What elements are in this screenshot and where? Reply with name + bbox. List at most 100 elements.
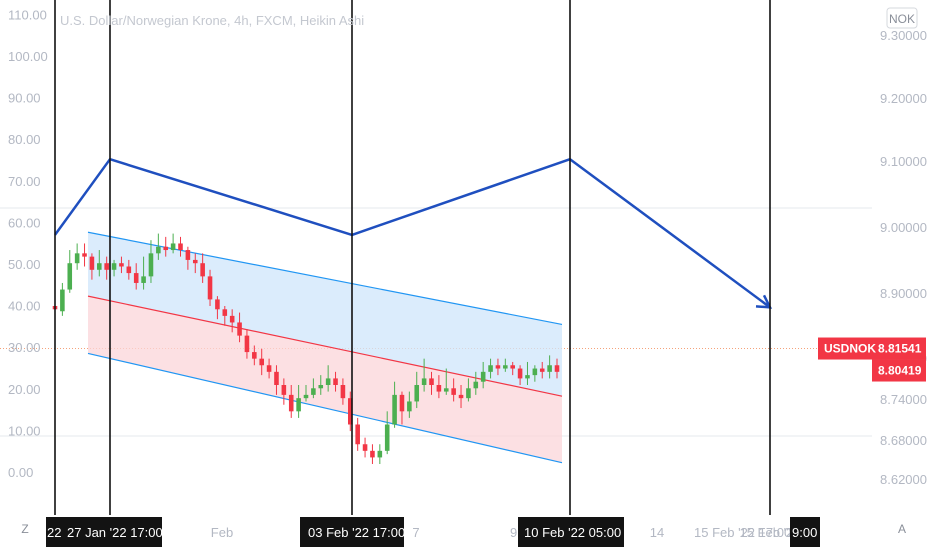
auto-scale-icon[interactable]: A: [898, 522, 906, 536]
left-axis-tick: 70.00: [8, 174, 41, 189]
candle: [488, 358, 493, 379]
candle: [215, 296, 220, 320]
candle: [60, 282, 65, 316]
candle: [133, 263, 139, 290]
left-axis-tick: 0.00: [8, 465, 33, 480]
time-marker-label: 15 Feb '22 17:00: [694, 525, 791, 540]
time-axis[interactable]: 27 Jan '22Feb03 Feb '22710 Feb '221415 F…: [46, 517, 820, 547]
candle: [82, 243, 87, 267]
candle: [458, 384, 464, 409]
vertical-lines: [54, 0, 771, 515]
time-marker-label: 03 Feb '22 17:00: [300, 517, 405, 547]
right-axis-tick: 8.90000: [880, 286, 927, 301]
candle: [244, 329, 250, 359]
svg-text:10 Feb '22 05:00: 10 Feb '22 05:00: [524, 525, 621, 540]
candle: [554, 358, 560, 379]
right-axis-tick: 9.20000: [880, 91, 927, 106]
candle: [392, 381, 397, 428]
time-axis-tick: 14: [650, 525, 664, 540]
left-axis-tick: 90.00: [8, 91, 41, 106]
time-marker-label: 22: [46, 517, 62, 547]
time-axis-tick: Feb: [211, 525, 233, 540]
candle: [97, 250, 102, 277]
candle: [163, 236, 169, 257]
left-axis-tick: 20.00: [8, 382, 41, 397]
candle: [377, 444, 383, 464]
candle: [539, 361, 545, 379]
time-axis-tick: 7: [412, 525, 419, 540]
candle: [318, 375, 324, 395]
candle: [348, 391, 353, 432]
candle: [148, 240, 154, 283]
candle: [510, 361, 515, 376]
candle: [451, 378, 456, 402]
candle: [362, 437, 368, 458]
svg-text:22: 22: [47, 525, 61, 540]
time-marker-label: 9:00: [790, 517, 820, 547]
candle: [74, 243, 80, 270]
candle: [266, 358, 272, 379]
candle: [229, 309, 235, 333]
time-marker-label: 9: [510, 525, 517, 540]
candle: [281, 378, 287, 405]
candle: [237, 312, 242, 343]
currency-label: NOK: [889, 12, 915, 26]
candle: [414, 371, 420, 409]
price-badges: USDNOK 8.81541 8.80419: [818, 337, 926, 382]
symbol-label: USDNOK: [824, 342, 876, 356]
candle: [421, 358, 427, 392]
chart-title: U.S. Dollar/Norwegian Krone, 4h, FXCM, H…: [60, 13, 364, 28]
candles: [52, 233, 560, 464]
right-axis[interactable]: 8.620008.680008.740008.800008.900009.000…: [880, 28, 927, 487]
left-axis-tick: 50.00: [8, 257, 41, 272]
svg-text:03 Feb '22 17:00: 03 Feb '22 17:00: [308, 525, 405, 540]
last-price-value: 8.81541: [878, 342, 922, 356]
time-marker-label: 27 Jan '22 17:00: [62, 517, 163, 547]
left-axis-tick: 60.00: [8, 215, 41, 230]
svg-text:15 Feb '22 17:00: 15 Feb '22 17:00: [694, 525, 791, 540]
candle: [495, 358, 501, 376]
candle: [303, 384, 309, 402]
candle: [185, 246, 191, 270]
candle: [200, 253, 205, 283]
candle: [252, 345, 257, 366]
candle: [407, 391, 412, 418]
right-axis-tick: 9.30000: [880, 28, 927, 43]
left-axis-tick: 80.00: [8, 132, 41, 147]
candle: [355, 417, 360, 451]
left-axis-tick: 30.00: [8, 340, 41, 355]
right-axis-tick: 9.00000: [880, 220, 927, 235]
candle: [436, 375, 442, 399]
candle: [532, 365, 538, 382]
right-axis-tick: 8.62000: [880, 472, 927, 487]
regression-channel: [87, 231, 563, 464]
time-axis-tick: 15 Feb '22: [739, 525, 800, 540]
zoom-icon[interactable]: Z: [21, 522, 28, 536]
candle: [503, 358, 508, 372]
candle: [104, 256, 109, 280]
candle: [399, 391, 405, 425]
second-price-value: 8.80419: [878, 364, 922, 378]
candle: [67, 250, 73, 293]
left-axis-tick: 110.00: [8, 7, 47, 22]
currency-badge[interactable]: NOK: [886, 7, 918, 29]
candle: [178, 236, 183, 257]
candle: [141, 256, 146, 290]
candle: [429, 371, 434, 395]
candle: [547, 355, 552, 379]
right-axis-tick: 8.74000: [880, 392, 927, 407]
candle: [370, 444, 375, 464]
candle: [274, 365, 279, 395]
channel-lower-line: [87, 352, 563, 464]
candle: [207, 269, 213, 306]
candle: [333, 371, 338, 392]
left-axis: 0.00 10.00 20.00 30.00 40.00 50.00 60.00 70.00 8…: [8, 7, 48, 480]
left-axis-tick: 100.00: [8, 49, 48, 64]
candle: [156, 233, 161, 260]
candle: [288, 384, 294, 418]
channel-upper-fill: [88, 232, 562, 397]
channel-lower-fill: [88, 296, 562, 463]
candle: [170, 233, 176, 254]
candle: [126, 259, 132, 280]
